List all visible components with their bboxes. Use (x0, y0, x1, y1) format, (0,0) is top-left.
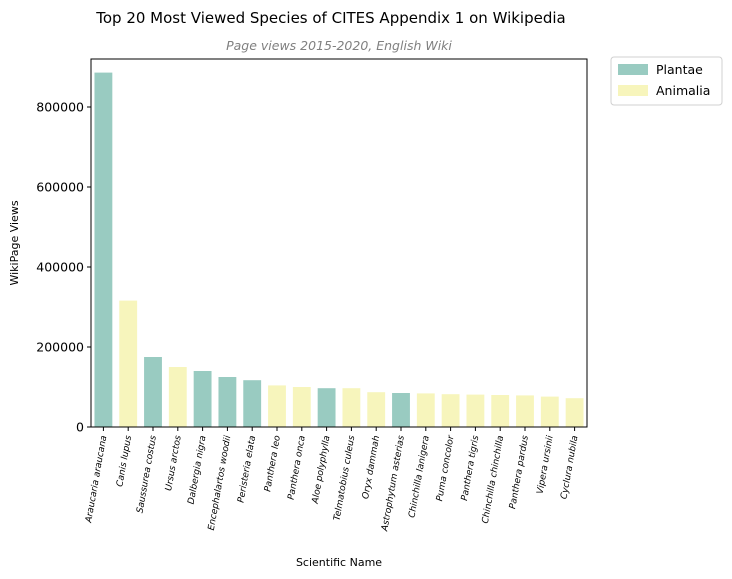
x-tick-label: Vipera ursinii (536, 434, 556, 495)
bar-panthera-leo (268, 385, 286, 427)
bar-aloe-polyphylla (317, 388, 336, 427)
x-axis-label: Scientific Name (296, 556, 382, 569)
bar-oryx-dammah (367, 392, 386, 427)
chart-title: Top 20 Most Viewed Species of CITES Appe… (95, 9, 565, 27)
x-tick-label: Cyclura nubila (560, 435, 581, 500)
x-tick-label: Dalbergia nigra (187, 435, 209, 505)
x-tick-label: Oryx dammah (361, 434, 382, 499)
x-tick-label: Araucaria araucana (84, 435, 109, 525)
bar-panthera-tigris (466, 394, 485, 427)
legend-label-plantae: Plantae (656, 62, 703, 77)
y-tick-label: 800000 (36, 100, 84, 115)
x-tick-label: Panthera leo (263, 434, 283, 492)
bar-peristeria-elata (243, 380, 262, 427)
bar-puma-concolor (441, 394, 460, 427)
bars-group (94, 72, 584, 427)
bar-cyclura-nubila (565, 398, 584, 427)
bar-panthera-onca (292, 387, 311, 427)
bar-canis-lupus (119, 300, 138, 427)
bar-dalbergia-nigra (193, 371, 212, 427)
bar-vipera-ursinii (540, 396, 559, 427)
x-tick-label: Peristeria elata (236, 435, 258, 504)
bar-ursus-arctos (168, 367, 187, 427)
legend: Plantae Animalia (610, 56, 723, 106)
bar-chinchilla-lanigera (416, 393, 435, 427)
x-tick-label: Saussurea costus (135, 434, 159, 514)
x-tick-label: Astrophytum asterias (380, 434, 407, 532)
x-tick-label: Puma concolor (435, 434, 457, 503)
bar-astrophytum-asterias (392, 393, 410, 427)
chart-subtitle: Page views 2015-2020, English Wiki (226, 38, 452, 53)
x-tick-label: Encephalartos woodii (207, 434, 234, 531)
x-tick-label: Panthera onca (287, 435, 308, 501)
legend-swatch-plantae (618, 64, 648, 75)
x-tick-label: Telmatobius culeus (333, 434, 358, 521)
bar-panthera-pardus (516, 395, 534, 427)
x-tick-label: Panthera pardus (508, 434, 531, 509)
y-tick-label: 0 (76, 420, 84, 435)
x-tick-label: Canis lupus (115, 434, 134, 487)
plot-frame (90, 58, 588, 428)
y-axis-ticks: 0 200000 400000 600000 800000 (36, 100, 91, 435)
x-tick-label: Ursus arctos (164, 434, 184, 491)
bar-telmatobius-culeus (342, 388, 361, 427)
y-axis-label: WikiPage Views (8, 200, 21, 285)
x-axis-ticks: Araucaria araucana Canis lupus Saussurea c… (84, 427, 581, 533)
y-tick-label: 600000 (36, 180, 84, 195)
x-tick-label: Aloe polyphylla (311, 435, 333, 506)
bar-encephalartos-woodii (218, 377, 237, 427)
legend-swatch-animalia (618, 85, 648, 96)
x-tick-label: Chinchilla lanigera (407, 435, 431, 519)
x-tick-label: Panthera tigris (460, 434, 481, 501)
y-tick-label: 400000 (36, 260, 84, 275)
bar-saussurea-costus (144, 357, 162, 427)
bar-araucaria-araucana (94, 72, 113, 427)
legend-label-animalia: Animalia (656, 83, 710, 98)
y-tick-label: 200000 (36, 340, 84, 355)
x-tick-label: Chinchilla chinchilla (481, 435, 506, 525)
bar-chinchilla-chinchilla (491, 395, 510, 427)
